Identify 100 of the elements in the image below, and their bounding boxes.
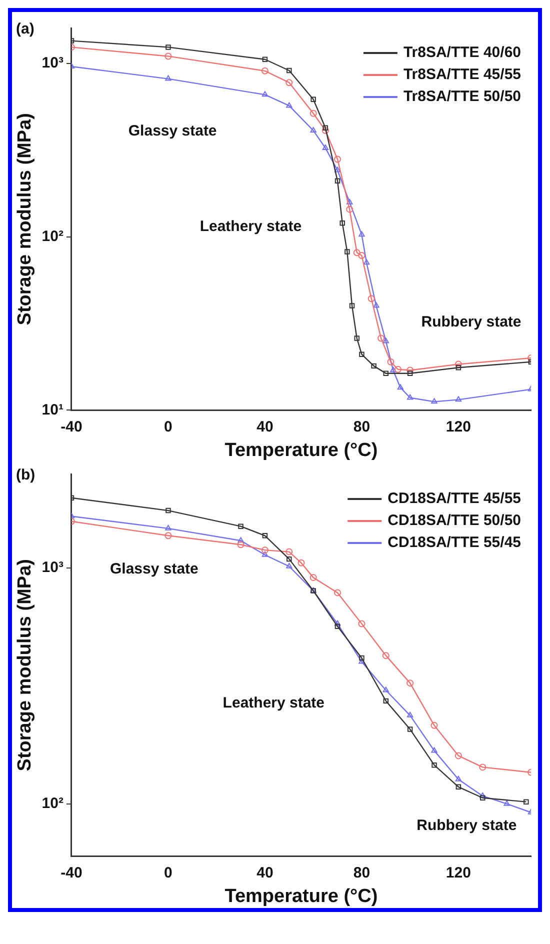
point [456,365,462,370]
point [237,541,244,548]
legend-label: Tr8SA/TTE 45/55 [403,66,522,84]
point [334,156,342,163]
point [358,231,365,237]
legend-label: CD18SA/TTE 45/55 [388,490,521,508]
point [334,589,342,596]
point [358,620,366,628]
point [166,44,171,50]
point [165,524,172,530]
y-tick-label: 10² [42,794,64,812]
x-tick-label: 80 [353,864,370,882]
point [406,366,414,374]
point [406,394,414,400]
x-tick-label: -40 [60,418,82,436]
point [238,524,244,529]
x-tick-label: 120 [446,864,471,882]
point [334,178,340,184]
chart-title: (a) [16,20,34,38]
point [358,252,366,260]
y-axis-title: Storage modulus (MPa) [14,559,36,772]
point [397,384,404,390]
point [286,102,292,108]
point [164,532,172,540]
point [286,548,293,556]
point [334,166,341,172]
point [383,370,389,376]
point [371,363,376,369]
annotation: Rubbery state [421,313,522,330]
x-axis-title: Temperature (°C) [224,440,378,461]
y-axis-title: Storage modulus (MPa) [14,113,36,326]
point [165,75,172,81]
point [359,352,364,357]
point [363,259,370,265]
point [286,68,292,74]
legend-label: Tr8SA/TTE 50/50 [403,88,522,106]
point [383,698,389,704]
point [407,726,413,732]
point [368,295,375,302]
point [286,79,293,86]
point [382,338,389,344]
point [387,358,394,366]
point [310,96,316,102]
point [406,712,414,718]
legend-label: CD18SA/TTE 50/50 [388,512,521,530]
point [432,762,437,768]
point [504,800,510,806]
point [344,249,350,254]
point [262,91,268,97]
y-tick-label: 10³ [42,559,64,576]
point [406,680,414,687]
point [524,799,529,804]
point [310,110,317,117]
point [359,655,364,661]
chart-title: (b) [16,466,36,484]
point [322,144,329,150]
legend-label: CD18SA/TTE 55/45 [388,534,521,552]
point [334,624,340,630]
point [298,559,305,566]
point [238,537,244,543]
point [262,56,268,62]
x-tick-label: 80 [353,418,370,436]
point [455,776,462,782]
x-tick-label: 0 [164,864,172,882]
point [349,303,355,308]
point [454,360,462,368]
point [261,546,268,554]
point [378,334,385,342]
x-tick-label: 120 [446,418,471,436]
point [373,302,380,308]
point [310,127,316,133]
x-axis-title: Temperature (°C) [224,886,378,907]
point [382,686,389,692]
point [431,747,438,753]
x-tick-label: -40 [60,864,82,882]
point [166,508,171,514]
point [390,366,396,372]
point [431,398,438,404]
point [480,795,486,801]
point [382,652,390,660]
y-tick-label: 10¹ [42,401,64,418]
point [454,752,462,760]
point [310,574,317,582]
point [394,366,402,373]
point [430,722,438,729]
point [340,220,345,226]
y-tick-label: 10³ [42,54,64,72]
x-tick-label: 0 [164,418,172,436]
x-tick-label: 40 [256,418,274,436]
y-tick-label: 10² [42,228,64,245]
point [322,125,328,130]
legend-label: Tr8SA/TTE 40/60 [403,44,522,62]
point [358,658,365,664]
point [334,620,341,626]
annotation: Glassy state [110,560,198,578]
point [286,562,292,568]
point [354,336,360,341]
point [261,67,268,74]
annotation: Glassy state [128,122,217,140]
point [346,198,353,204]
